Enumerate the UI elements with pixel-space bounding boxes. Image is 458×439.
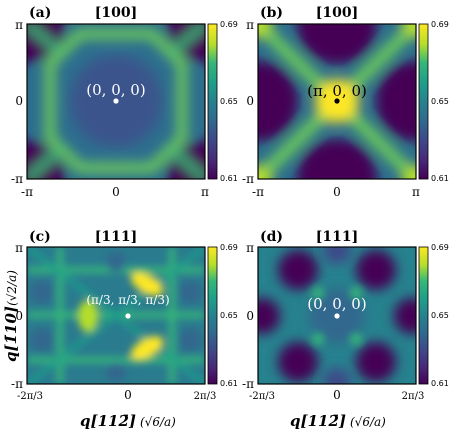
heatmap-a (27, 24, 205, 179)
panel-c-cb-mid: 0.65 (220, 311, 238, 320)
y-axis-title-text: q[1̄10] (2, 306, 20, 362)
panel-c-xtick-left: -2π/3 (17, 391, 43, 402)
x-axis-unit-left-text: (√6/a) (140, 415, 176, 429)
panel-c-cb-bottom: 0.61 (220, 379, 238, 388)
panel-a-xtick-left: -π (21, 185, 33, 199)
panel-d-xtick-right: 2π/3 (402, 391, 425, 402)
panel-a: (a) [100] (0, 0, 0) π 0 -π -π 0 π 0.69 0… (11, 5, 238, 199)
panel-a-cb-top: 0.69 (220, 20, 238, 29)
panel-a-ytick-mid: 0 (15, 94, 23, 108)
panel-a-point-label: (0, 0, 0) (86, 81, 145, 99)
panel-b-cb-top: 0.69 (431, 20, 449, 29)
x-axis-title-left-text: q[112̄] (80, 412, 136, 430)
panel-b: (b) [100] (π, 0, 0) π 0 -π -π 0 π 0.69 0… (242, 5, 449, 199)
panel-c-cb-top: 0.69 (220, 243, 238, 252)
panel-a-direction: [100] (95, 5, 137, 21)
panel-d-ytick-bottom: -π (242, 377, 254, 391)
panel-c-ytick-top: π (15, 241, 23, 255)
panel-b-ytick-top: π (246, 18, 254, 32)
panel-a-marker (113, 98, 119, 104)
panel-b-cb-mid: 0.65 (431, 97, 449, 106)
panel-b-xtick-right: π (412, 185, 420, 199)
panel-a-ytick-bottom: -π (11, 172, 23, 186)
panel-b-ytick-bottom: -π (242, 172, 254, 186)
panel-a-tag: (a) (29, 5, 51, 21)
panel-d-marker (334, 313, 340, 319)
panel-c-marker (125, 313, 131, 319)
panel-a-cb-mid: 0.65 (220, 97, 238, 106)
panel-c-colorbar (207, 246, 218, 385)
y-axis-unit-text: (√2/a) (5, 270, 19, 306)
panel-a-cb-bottom: 0.61 (220, 174, 238, 183)
panel-d-cb-bottom: 0.61 (431, 379, 449, 388)
panel-c-ytick-mid: 0 (15, 309, 23, 323)
panel-c-xtick-mid: 0 (124, 388, 132, 402)
panel-c: (c) [111] (π/3, π/3, π/3) π 0 -π -2π/3 0… (11, 229, 238, 402)
panel-c-tag: (c) (29, 229, 51, 245)
panel-d-colorbar (418, 246, 429, 385)
panel-b-point-label: (π, 0, 0) (307, 82, 367, 100)
panel-d-xtick-mid: 0 (333, 388, 341, 402)
panel-a-ytick-top: π (15, 18, 23, 32)
x-axis-title-right-text: q[112̄] (290, 412, 346, 430)
panel-a-colorbar (207, 23, 218, 180)
panel-d-cb-top: 0.69 (431, 243, 449, 252)
panel-b-direction: [100] (316, 5, 358, 21)
panel-b-xtick-left: -π (252, 185, 264, 199)
x-axis-title-right: q[112̄] (√6/a) (290, 412, 386, 430)
panel-a-xtick-right: π (201, 185, 209, 199)
panel-b-ytick-mid: 0 (246, 94, 254, 108)
panel-d-cb-mid: 0.65 (431, 311, 449, 320)
panel-d-tag: (d) (260, 229, 283, 245)
panel-a-xtick-mid: 0 (112, 185, 120, 199)
panel-b-colorbar (418, 23, 429, 180)
x-axis-unit-right-text: (√6/a) (350, 415, 386, 429)
panel-c-point-label: (π/3, π/3, π/3) (86, 293, 169, 307)
heatmap-c (27, 247, 205, 384)
y-axis-title: q[1̄10] (√2/a) (2, 270, 20, 362)
panel-d-ytick-mid: 0 (246, 309, 254, 323)
panel-b-tag: (b) (260, 5, 283, 21)
panel-c-direction: [111] (95, 229, 137, 245)
panel-c-xtick-right: 2π/3 (194, 391, 217, 402)
panel-d-ytick-top: π (246, 241, 254, 255)
panel-d-point-label: (0, 0, 0) (307, 295, 366, 313)
panel-c-ytick-bottom: -π (11, 377, 23, 391)
panel-b-cb-bottom: 0.61 (431, 174, 449, 183)
panel-d-direction: [111] (316, 229, 358, 245)
panel-d-xtick-left: -2π/3 (249, 391, 275, 402)
panel-b-xtick-mid: 0 (333, 185, 341, 199)
x-axis-title-left: q[112̄] (√6/a) (80, 412, 176, 430)
panel-d: (d) [111] (0, 0, 0) π 0 -π -2π/3 0 2π/3 … (242, 229, 449, 402)
panel-b-marker (334, 98, 340, 104)
